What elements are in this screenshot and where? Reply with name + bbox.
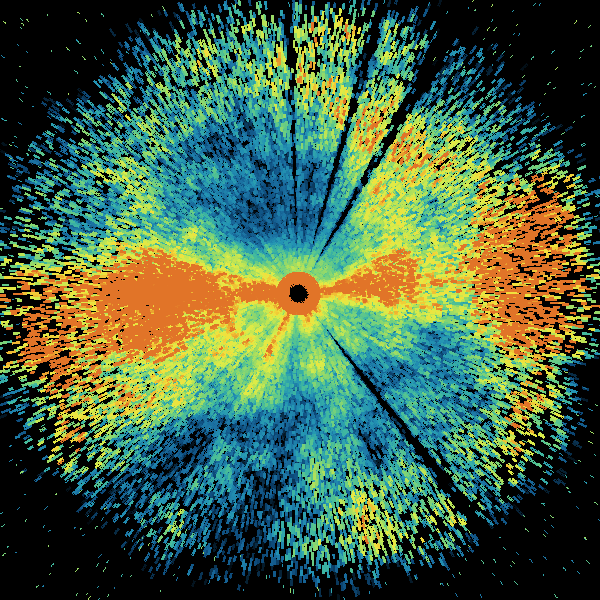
radar-visualization — [0, 0, 600, 600]
radar-ppi-plot — [0, 0, 600, 600]
